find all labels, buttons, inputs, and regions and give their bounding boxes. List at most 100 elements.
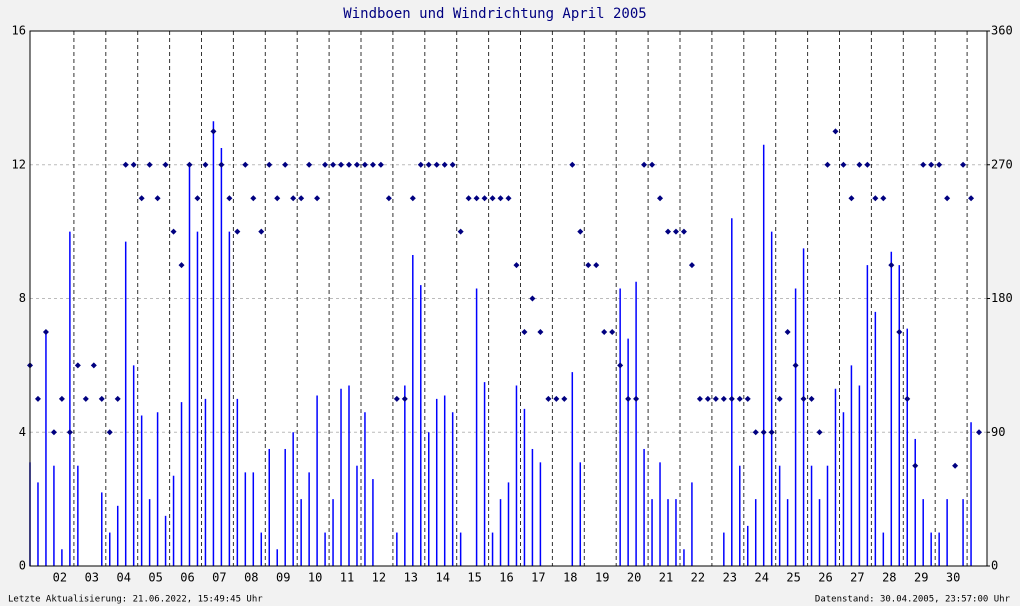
direction-point <box>401 395 408 402</box>
direction-point <box>720 395 727 402</box>
x-tick-label: 18 <box>563 571 577 585</box>
direction-point <box>266 161 273 168</box>
direction-point <box>66 429 73 436</box>
direction-point <box>688 262 695 269</box>
direction-point <box>441 161 448 168</box>
direction-point <box>194 195 201 202</box>
direction-point <box>481 195 488 202</box>
direction-point <box>425 161 432 168</box>
direction-point <box>824 161 831 168</box>
direction-point <box>856 161 863 168</box>
direction-point <box>561 395 568 402</box>
direction-point <box>489 195 496 202</box>
y2-tick-label: 180 <box>991 291 1013 305</box>
x-tick-label: 08 <box>244 571 258 585</box>
direction-point <box>617 362 624 369</box>
direction-point <box>170 228 177 235</box>
direction-point <box>250 195 257 202</box>
direction-point <box>178 262 185 269</box>
x-tick-label: 30 <box>946 571 960 585</box>
direction-point <box>361 161 368 168</box>
direction-point <box>728 395 735 402</box>
y-tick-label: 4 <box>19 425 26 439</box>
direction-point <box>473 195 480 202</box>
direction-point <box>162 161 169 168</box>
direction-point <box>872 195 879 202</box>
direction-point <box>465 195 472 202</box>
direction-point <box>960 161 967 168</box>
x-tick-label: 21 <box>659 571 673 585</box>
y-tick-label: 16 <box>12 24 26 38</box>
x-tick-label: 12 <box>372 571 386 585</box>
direction-point <box>130 161 137 168</box>
x-tick-label: 17 <box>531 571 545 585</box>
x-tick-label: 26 <box>818 571 832 585</box>
x-tick-label: 24 <box>754 571 768 585</box>
direction-point <box>569 161 576 168</box>
direction-point <box>752 429 759 436</box>
direction-point <box>760 429 767 436</box>
direction-point <box>712 395 719 402</box>
direction-point <box>672 228 679 235</box>
y2-tick-label: 360 <box>991 24 1013 38</box>
direction-point <box>744 395 751 402</box>
footer-left: Letzte Aktualisierung: 21.06.2022, 15:49… <box>8 595 263 605</box>
direction-point <box>848 195 855 202</box>
direction-point <box>226 195 233 202</box>
x-tick-label: 29 <box>914 571 928 585</box>
direction-point <box>537 328 544 335</box>
direction-point <box>58 395 65 402</box>
direction-point <box>449 161 456 168</box>
direction-point <box>369 161 376 168</box>
x-tick-label: 23 <box>723 571 737 585</box>
direction-point <box>521 328 528 335</box>
direction-point <box>377 161 384 168</box>
direction-point <box>641 161 648 168</box>
direction-point <box>593 262 600 269</box>
x-tick-label: 28 <box>882 571 896 585</box>
direction-point <box>840 161 847 168</box>
direction-point <box>936 161 943 168</box>
direction-point <box>330 161 337 168</box>
direction-point <box>704 395 711 402</box>
x-tick-label: 11 <box>340 571 354 585</box>
direction-point <box>74 362 81 369</box>
direction-point <box>888 262 895 269</box>
direction-point <box>138 195 145 202</box>
direction-point <box>601 328 608 335</box>
direction-point <box>34 395 41 402</box>
direction-point <box>944 195 951 202</box>
direction-point <box>98 395 105 402</box>
direction-point <box>417 161 424 168</box>
direction-point <box>258 228 265 235</box>
direction-point <box>457 228 464 235</box>
direction-point <box>154 195 161 202</box>
x-tick-label: 14 <box>435 571 449 585</box>
x-tick-label: 22 <box>691 571 705 585</box>
direction-point <box>314 195 321 202</box>
plot-border <box>29 30 988 567</box>
direction-point <box>808 395 815 402</box>
direction-point <box>338 161 345 168</box>
direction-point <box>186 161 193 168</box>
direction-point <box>322 161 329 168</box>
direction-point <box>736 395 743 402</box>
direction-point <box>768 429 775 436</box>
y-tick-label: 0 <box>19 559 26 573</box>
direction-point <box>42 328 49 335</box>
direction-point <box>106 429 113 436</box>
direction-point <box>792 362 799 369</box>
direction-point <box>832 128 839 135</box>
direction-point <box>912 462 919 469</box>
direction-point <box>385 195 392 202</box>
direction-point <box>529 295 536 302</box>
direction-point <box>649 161 656 168</box>
direction-point <box>409 195 416 202</box>
direction-point <box>553 395 560 402</box>
y2-tick-label: 90 <box>991 425 1005 439</box>
direction-point <box>274 195 281 202</box>
direction-point <box>114 395 121 402</box>
direction-point <box>976 429 983 436</box>
direction-point <box>234 228 241 235</box>
direction-point <box>968 195 975 202</box>
